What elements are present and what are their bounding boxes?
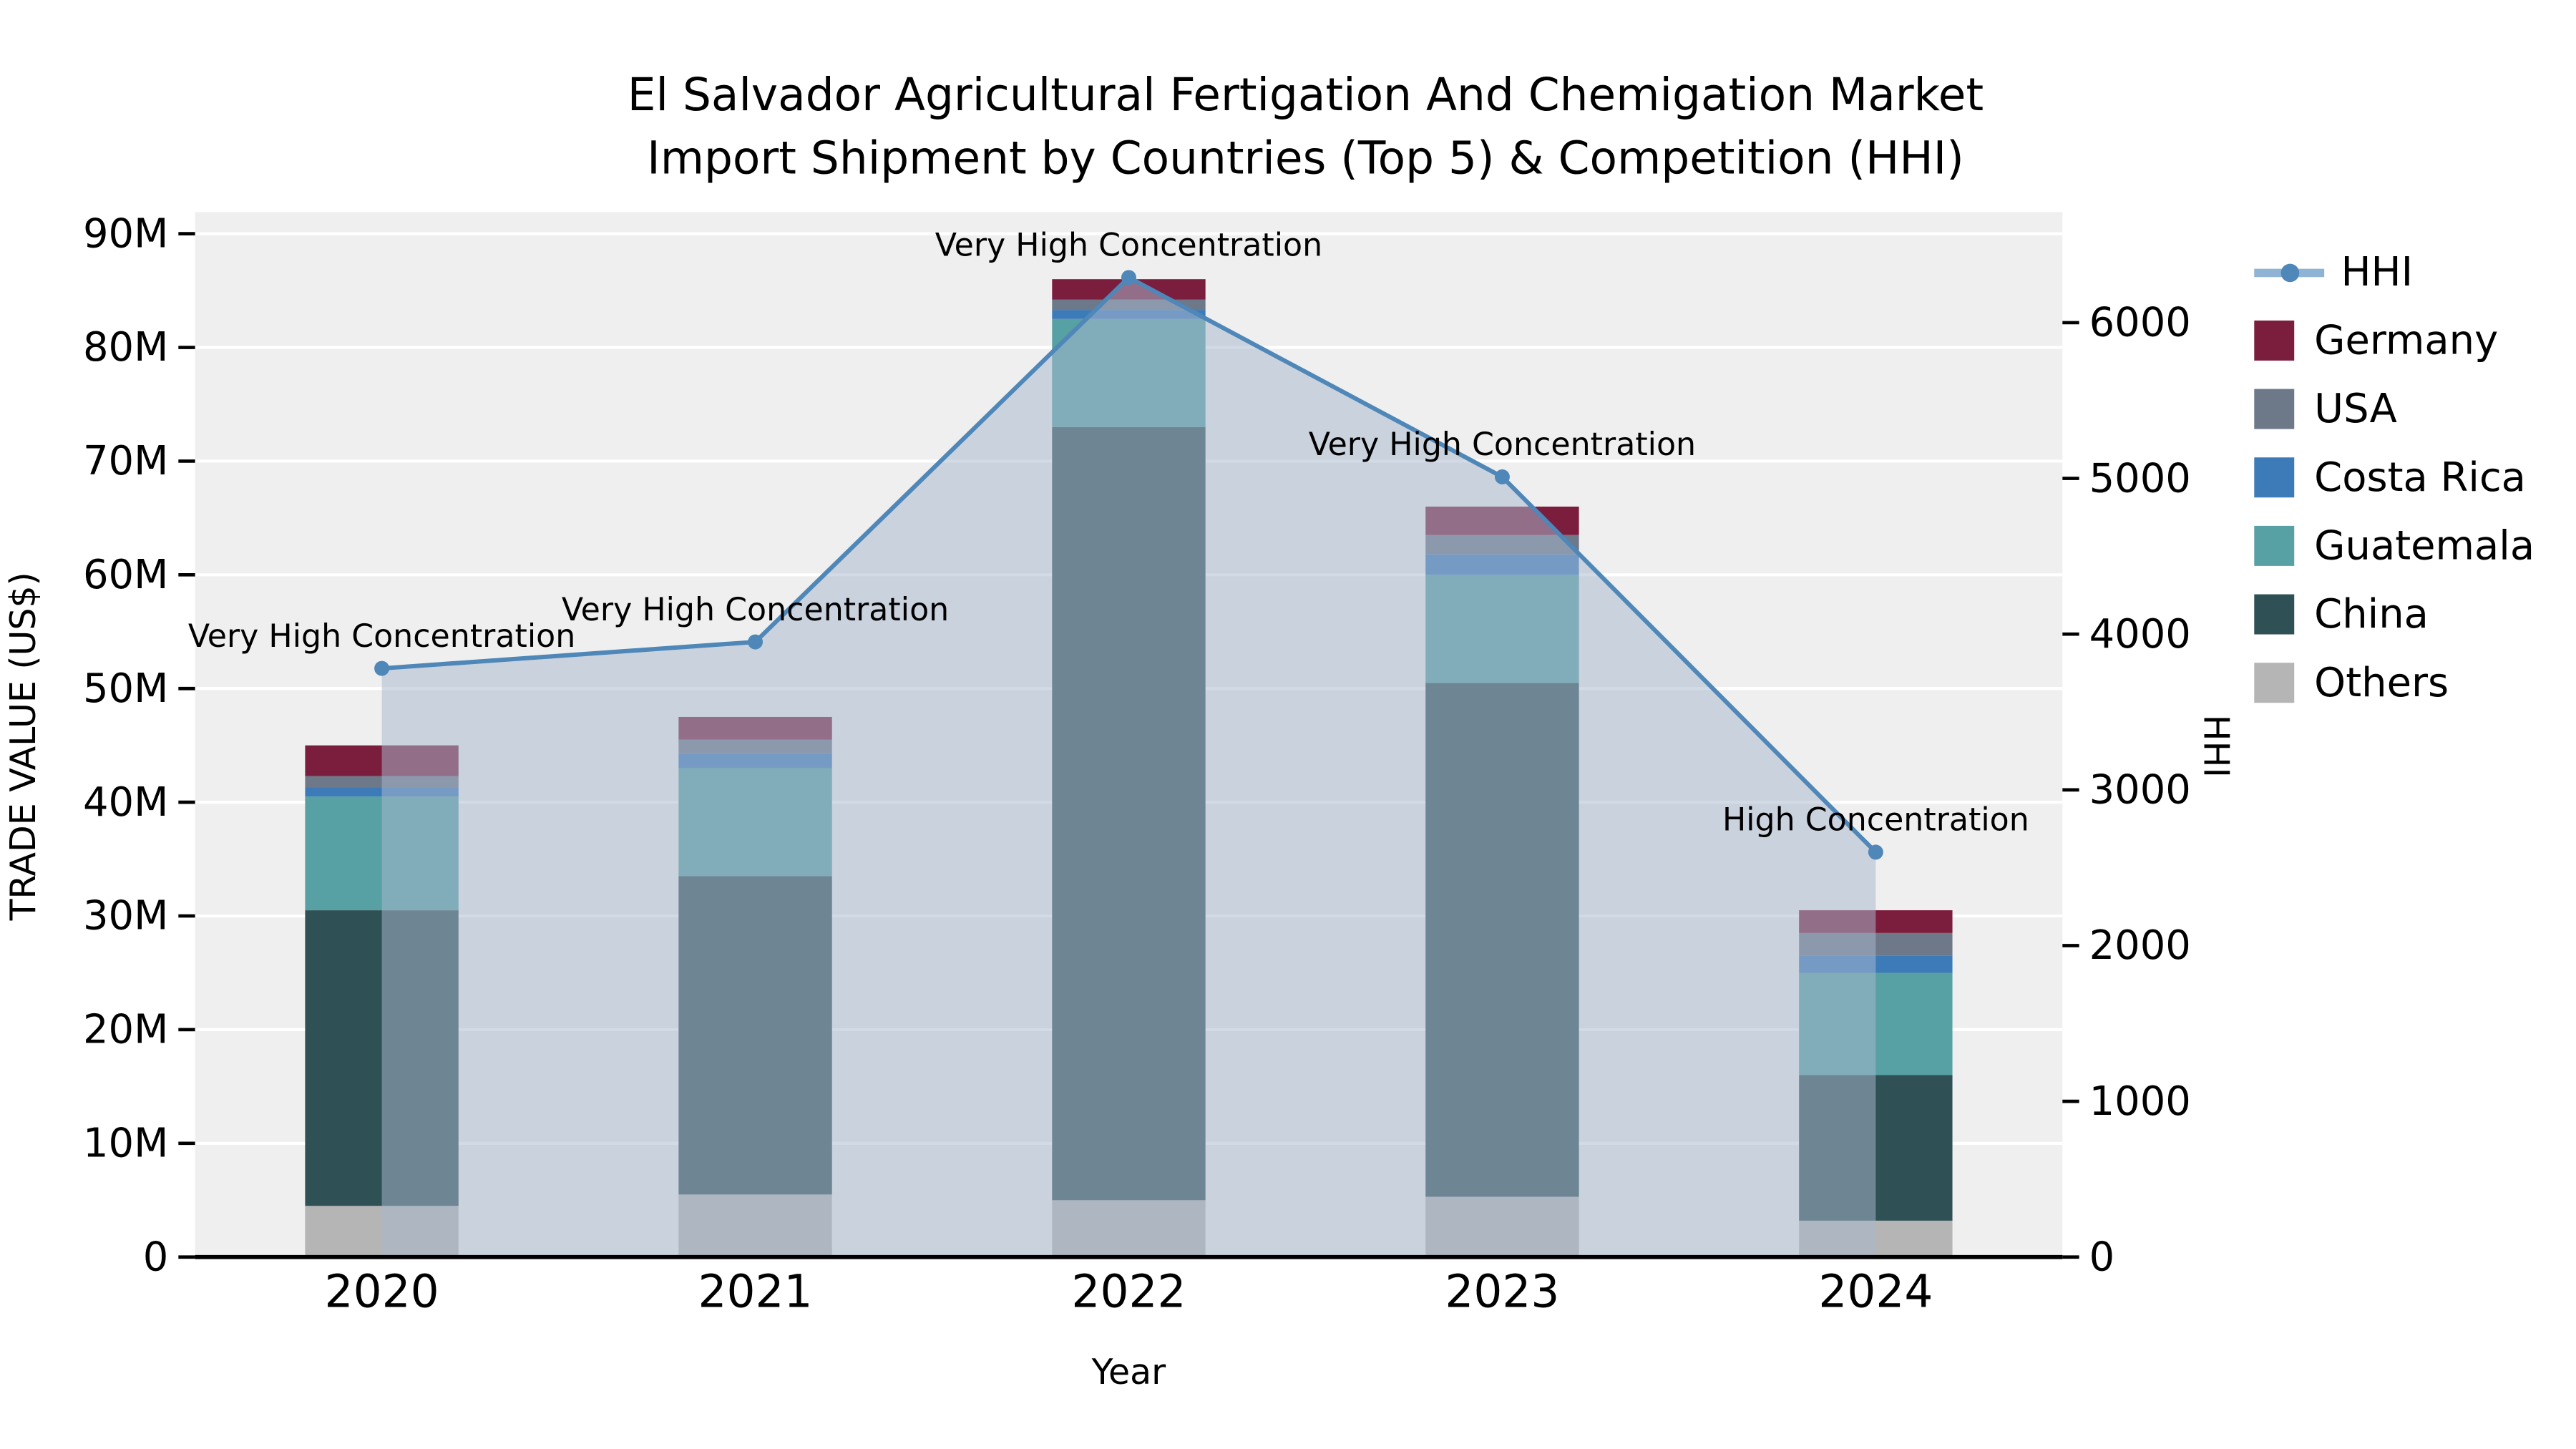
x-tick-label-2024: 2024 — [1818, 1266, 1933, 1318]
x-axis-title: Year — [1091, 1352, 1166, 1392]
y-right-tick-label: 5000 — [2089, 455, 2191, 502]
y-left-axis-title: TRADE VALUE (US$) — [3, 572, 44, 921]
y-left-tick-label: 60M — [83, 552, 168, 598]
y-left-tick-label: 70M — [83, 438, 168, 484]
legend-item-guatemala[interactable]: Guatemala — [2254, 511, 2534, 580]
x-tick-label-2023: 2023 — [1445, 1266, 1559, 1318]
legend-swatch-icon — [2254, 319, 2295, 360]
hhi-marker-2023[interactable] — [1494, 469, 1510, 484]
y-left-tick-label: 90M — [83, 210, 168, 257]
legend-item-china[interactable]: China — [2254, 580, 2534, 648]
y-right-tick-label: 3000 — [2089, 766, 2191, 813]
hhi-marker-2022[interactable] — [1121, 270, 1136, 286]
hhi-marker-2024[interactable] — [1868, 844, 1883, 860]
legend-swatch-icon — [2254, 662, 2295, 703]
legend-label: China — [2314, 590, 2429, 638]
y-left-tick-label: 40M — [83, 779, 168, 826]
legend-item-costa-rica[interactable]: Costa Rica — [2254, 442, 2534, 511]
legend-label: HHI — [2341, 248, 2414, 295]
y-right-tick-label: 4000 — [2089, 611, 2191, 658]
chart-title-line1: El Salvador Agricultural Fertigation And… — [628, 69, 1984, 121]
legend-swatch-icon — [2254, 388, 2295, 429]
x-tick-label-2022: 2022 — [1071, 1266, 1186, 1318]
legend-label: Costa Rica — [2314, 453, 2526, 500]
y-left-tick-label: 0 — [143, 1234, 169, 1280]
legend-item-usa[interactable]: USA — [2254, 374, 2534, 443]
legend-swatch-icon — [2254, 593, 2295, 634]
x-tick-label-2020: 2020 — [325, 1266, 439, 1318]
chart-title-line2: Import Shipment by Countries (Top 5) & C… — [647, 132, 1964, 185]
annotation-2024: High Concentration — [1722, 802, 2029, 839]
hhi-marker-2020[interactable] — [374, 660, 390, 676]
legend-swatch-icon — [2254, 525, 2295, 565]
legend-swatch-icon — [2254, 457, 2295, 497]
y-right-tick-label: 6000 — [2089, 300, 2191, 346]
annotation-2022: Very High Concentration — [935, 228, 1322, 264]
y-left-tick-label: 30M — [83, 893, 168, 940]
y-right-tick-label: 2000 — [2089, 922, 2191, 969]
legend: HHI Germany USA Costa Rica Guatemala China Oth… — [2254, 237, 2534, 716]
legend-item-others[interactable]: Others — [2254, 648, 2534, 716]
y-left-tick-label: 80M — [83, 324, 168, 371]
y-right-tick-label: 1000 — [2089, 1078, 2191, 1125]
hhi-area-fill — [381, 277, 1876, 1257]
hhi-line-swatch-icon — [2254, 260, 2325, 283]
x-tick-label-2021: 2021 — [698, 1266, 812, 1318]
legend-label: Germany — [2314, 316, 2499, 364]
annotation-2020: Very High Concentration — [188, 618, 575, 655]
annotation-2021: Very High Concentration — [562, 592, 949, 628]
annotation-2023: Very High Concentration — [1309, 426, 1696, 463]
y-right-tick-label: 0 — [2089, 1234, 2115, 1280]
legend-label: Guatemala — [2314, 522, 2535, 569]
y-left-tick-label: 50M — [83, 665, 168, 712]
legend-label: Others — [2314, 658, 2449, 706]
y-right-axis-title: HHI — [2195, 715, 2236, 778]
legend-label: USA — [2314, 384, 2397, 432]
hhi-marker-2021[interactable] — [748, 634, 763, 650]
y-left-tick-label: 20M — [83, 1007, 168, 1053]
legend-item-germany[interactable]: Germany — [2254, 306, 2534, 374]
legend-item-hhi[interactable]: HHI — [2254, 237, 2534, 306]
y-left-tick-label: 10M — [83, 1120, 168, 1166]
